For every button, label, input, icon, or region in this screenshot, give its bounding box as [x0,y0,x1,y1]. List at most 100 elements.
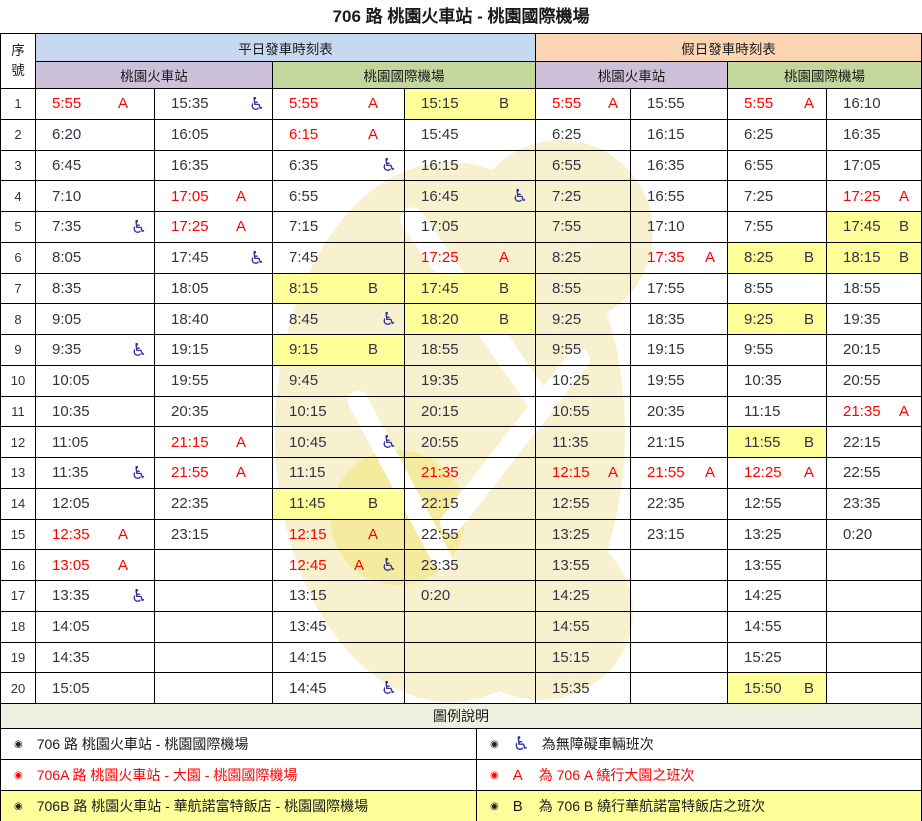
holiday-airport-header: 桃園國際機場 [728,62,922,89]
departure-time: 23:15 [647,525,685,543]
time-cell [405,611,536,643]
legend-item-a: ◉ A 為 706 A 繞行大園之班次 [477,760,922,791]
time-cell: 7:15 [273,212,405,243]
time-cell: 17:35 A [631,242,728,274]
departure-time: 10:15 [289,402,327,420]
departure-time: 23:35 [843,495,881,513]
time-cell: 7:25 [728,181,827,212]
time-cell: 7:55 [728,212,827,243]
departure-time: 19:35 [843,310,881,328]
time-cell: 5:55 A [536,89,631,120]
time-cell: 13:35 ♿ [36,581,155,612]
time-cell: 16:15 [631,119,728,151]
departure-time: 7:25 [552,187,582,205]
legend-section: 圖例說明 ◉ 706 路 桃園火車站 - 桃園國際機場 ◉ ♿ 為無障礙車輛班次… [0,703,922,821]
departure-time: 11:15 [289,464,326,482]
holiday-train-station-header: 桃園火車站 [536,62,728,89]
wheelchair-icon: ♿ [511,186,528,207]
time-cell: 16:35 [155,150,273,182]
time-cell: 20:15 [405,396,536,428]
time-cell: 20:15 [827,335,922,366]
departure-time: 8:15 [289,279,319,297]
flag-a-label: A [512,766,523,784]
timetable-grid: 序號 平日發車時刻表 假日發車時刻表 桃園火車站 桃園國際機場 桃園火車站 桃園… [0,33,922,704]
departure-time: 12:05 [52,495,90,513]
departure-time: 20:35 [171,402,209,420]
departure-time: 13:55 [744,556,782,574]
departure-time: 16:05 [171,126,209,144]
route-flag-b: B [898,249,909,267]
departure-time: 6:15 [289,126,319,144]
departure-time: 12:55 [744,495,782,513]
departure-time: 16:45 [421,187,459,205]
time-cell [631,611,728,643]
time-cell: 22:35 [631,488,728,520]
time-cell: 16:55 [631,181,728,212]
time-cell: 18:15 B [827,242,922,274]
time-cell: 19:35 [405,365,536,397]
time-cell: 14:55 [728,611,827,643]
departure-time: 18:15 [843,249,881,267]
departure-time: 18:40 [171,310,209,328]
departure-time: 16:35 [843,126,881,144]
time-cell: 12:15 A [273,519,405,551]
departure-time: 6:55 [552,156,582,174]
time-cell: 6:55 [536,150,631,182]
time-cell: 13:55 [728,550,827,581]
time-cell: 21:35 A [827,396,922,428]
route-flag-a: A [235,464,246,482]
departure-time: 9:55 [744,341,774,359]
departure-time: 15:55 [647,95,685,113]
weekday-train-station-header: 桃園火車站 [36,62,273,89]
seq-cell: 15 [1,519,36,551]
departure-time: 17:05 [171,187,209,205]
time-cell [827,550,922,581]
time-cell: 7:55 [536,212,631,243]
time-cell: 5:55 A [36,89,155,120]
time-cell: 16:10 [827,89,922,120]
departure-time: 11:35 [52,464,89,482]
departure-time: 17:25 [843,187,881,205]
time-cell [155,673,273,704]
departure-time: 17:45 [421,279,459,297]
time-cell: 11:55 B [728,427,827,458]
time-cell: 18:05 [155,273,273,305]
departure-time: 11:05 [52,433,89,451]
time-cell [155,550,273,581]
time-cell [631,673,728,704]
seq-cell: 4 [1,181,36,212]
departure-time: 20:15 [843,341,881,359]
time-cell: 13:55 [536,550,631,581]
seq-cell: 5 [1,212,36,243]
departure-time: 19:15 [171,341,209,359]
departure-time: 21:55 [171,464,209,482]
wheelchair-icon: ♿ [512,733,530,755]
time-cell: 10:25 [536,365,631,397]
time-cell: 17:55 [631,273,728,305]
time-cell: 18:35 [631,304,728,335]
time-cell: 15:15 B [405,89,536,120]
departure-time: 20:55 [421,433,459,451]
departure-time: 9:25 [552,310,582,328]
departure-time: 9:05 [52,310,82,328]
time-cell: 10:55 [536,396,631,428]
time-cell: 6:35 ♿ [273,150,405,182]
time-cell: 21:55 A [155,458,273,489]
time-cell: 11:15 [273,458,405,489]
time-cell [827,611,922,643]
departure-time: 7:10 [52,187,82,205]
departure-time: 14:35 [52,648,90,666]
departure-time: 6:35 [289,156,319,174]
time-cell: 17:05 [405,212,536,243]
departure-time: 10:45 [289,433,327,451]
departure-time: 16:15 [421,156,459,174]
departure-time: 13:25 [744,525,782,543]
departure-time: 22:35 [171,495,209,513]
time-cell: 20:55 [827,365,922,397]
seq-cell: 17 [1,581,36,612]
departure-time: 17:35 [647,249,685,267]
time-cell: 21:15 [631,427,728,458]
time-cell: 8:05 [36,242,155,274]
route-flag-b: B [367,341,378,359]
time-cell: 8:35 [36,273,155,305]
